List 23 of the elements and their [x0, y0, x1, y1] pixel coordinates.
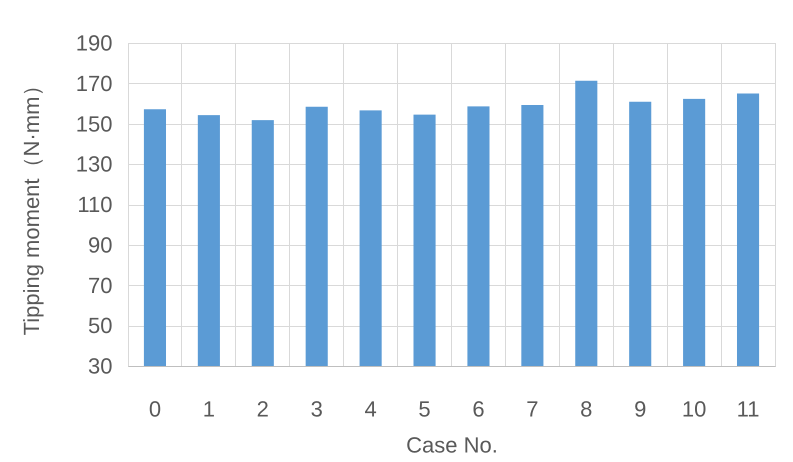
x-tick-label: 6 [472, 396, 485, 422]
y-tick-label: 150 [76, 111, 112, 136]
x-tick-label: 11 [736, 396, 760, 422]
x-tick-label: 7 [526, 396, 538, 422]
y-tick-label: 30 [88, 354, 112, 378]
x-tick-label: 4 [364, 396, 377, 422]
x-tick-label: 10 [682, 396, 706, 422]
y-tick-label: 130 [76, 152, 112, 177]
x-tick-label: 2 [256, 396, 269, 422]
y-axis-title: Tipping moment（N·mm） [18, 74, 44, 336]
x-tick-label: 0 [148, 396, 162, 422]
x-axis-title: Case No. [406, 432, 498, 458]
y-tick-label: 110 [77, 192, 112, 217]
x-tick-label: 1 [202, 396, 215, 422]
y-tick-label: 50 [88, 313, 112, 338]
y-tick-label: 70 [88, 272, 112, 298]
y-tick-label: 170 [76, 70, 112, 96]
x-tick-label: 9 [634, 396, 646, 422]
y-tick-label: 90 [88, 232, 112, 258]
x-tick-label: 5 [418, 396, 431, 422]
x-tick-label: 3 [310, 396, 323, 422]
x-tick-label: 8 [580, 396, 592, 422]
y-tick-label: 190 [76, 30, 112, 56]
